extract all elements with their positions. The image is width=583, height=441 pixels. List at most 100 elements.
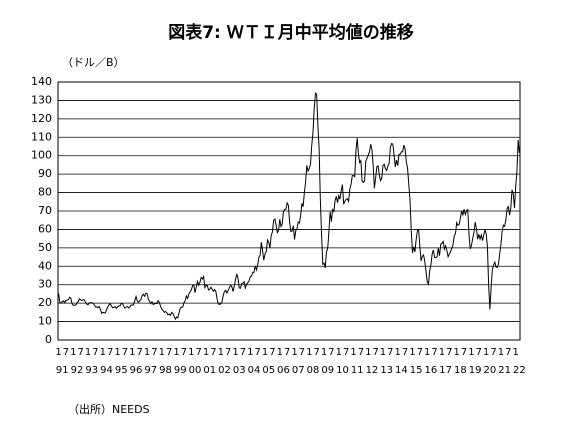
y-tick-label: 50 bbox=[38, 241, 52, 254]
y-unit-label: （ドル／B） bbox=[62, 56, 125, 69]
x-year-label: 15 bbox=[410, 365, 423, 376]
y-tick-label: 120 bbox=[31, 112, 52, 125]
y-tick-label: 40 bbox=[38, 259, 52, 272]
y-tick-label: 90 bbox=[38, 167, 52, 180]
y-tick-label: 0 bbox=[45, 333, 52, 346]
x-year-label: 10 bbox=[336, 365, 349, 376]
x-year-label: 92 bbox=[71, 365, 84, 376]
x-tick-label: 7 bbox=[225, 347, 231, 358]
x-tick-label: 7 bbox=[328, 347, 334, 358]
x-tick-label: 1 bbox=[291, 347, 297, 358]
x-tick-label: 1 bbox=[188, 347, 194, 358]
source: （出所）NEEDS bbox=[68, 402, 150, 416]
x-tick-label: 7 bbox=[107, 347, 113, 358]
x-year-label: 19 bbox=[469, 365, 482, 376]
x-tick-label: 1 bbox=[262, 347, 268, 358]
x-year-label: 21 bbox=[498, 365, 511, 376]
x-year-label: 17 bbox=[439, 365, 452, 376]
x-tick-label: 1 bbox=[100, 347, 106, 358]
x-year-label: 01 bbox=[203, 365, 216, 376]
x-tick-label: 7 bbox=[269, 347, 275, 358]
x-tick-label: 1 bbox=[277, 347, 283, 358]
x-tick-label: 1 bbox=[114, 347, 120, 358]
x-year-label: 95 bbox=[115, 365, 128, 376]
y-tick-label: 30 bbox=[38, 278, 52, 291]
chart-title: 図表7: ＷＴＩ月中平均値の推移 bbox=[168, 22, 414, 43]
x-year-label: 08 bbox=[307, 365, 320, 376]
x-tick-label: 1 bbox=[513, 347, 519, 358]
x-tick-label: 7 bbox=[461, 347, 467, 358]
x-tick-label: 1 bbox=[498, 347, 504, 358]
x-tick-label: 1 bbox=[483, 347, 489, 358]
x-tick-label: 7 bbox=[402, 347, 408, 358]
x-tick-label: 7 bbox=[92, 347, 98, 358]
x-tick-label: 1 bbox=[395, 347, 401, 358]
plot-border bbox=[57, 81, 521, 341]
x-tick-label: 7 bbox=[358, 347, 364, 358]
x-tick-label: 7 bbox=[196, 347, 202, 358]
y-tick-label: 10 bbox=[38, 315, 52, 328]
x-tick-label: 1 bbox=[159, 347, 165, 358]
x-year-label: 12 bbox=[366, 365, 379, 376]
x-tick-label: 1 bbox=[409, 347, 415, 358]
x-year-label: 09 bbox=[321, 365, 334, 376]
y-tick-label: 60 bbox=[38, 222, 52, 235]
y-tick-label: 130 bbox=[31, 93, 52, 106]
x-tick-label: 7 bbox=[284, 347, 290, 358]
x-year-label: 99 bbox=[174, 365, 187, 376]
x-tick-label: 7 bbox=[313, 347, 319, 358]
x-tick-label: 1 bbox=[218, 347, 224, 358]
x-tick-label: 7 bbox=[166, 347, 172, 358]
x-tick-label: 7 bbox=[490, 347, 496, 358]
x-tick-label: 7 bbox=[417, 347, 423, 358]
x-year-label: 98 bbox=[159, 365, 172, 376]
x-tick-label: 7 bbox=[63, 347, 69, 358]
x-year-label: 03 bbox=[233, 365, 246, 376]
x-tick-label: 7 bbox=[446, 347, 452, 358]
x-tick-label: 7 bbox=[476, 347, 482, 358]
y-tick-label: 70 bbox=[38, 204, 52, 217]
x-year-label: 94 bbox=[100, 365, 113, 376]
x-tick-label: 7 bbox=[78, 347, 84, 358]
x-year-label: 16 bbox=[425, 365, 438, 376]
x-tick-label: 1 bbox=[203, 347, 209, 358]
x-year-label: 06 bbox=[277, 365, 290, 376]
x-year-label: 97 bbox=[144, 365, 157, 376]
y-tick-label: 140 bbox=[31, 75, 52, 88]
x-tick-label: 1 bbox=[55, 347, 61, 358]
x-tick-label: 7 bbox=[151, 347, 157, 358]
y-tick-label: 110 bbox=[31, 130, 52, 143]
x-tick-label: 7 bbox=[372, 347, 378, 358]
x-tick-label: 1 bbox=[232, 347, 238, 358]
x-tick-label: 7 bbox=[254, 347, 260, 358]
x-tick-label: 1 bbox=[424, 347, 430, 358]
x-tick-label: 1 bbox=[336, 347, 342, 358]
x-tick-label: 1 bbox=[173, 347, 179, 358]
x-tick-label: 7 bbox=[240, 347, 246, 358]
x-tick-label: 1 bbox=[70, 347, 76, 358]
x-tick-label: 1 bbox=[468, 347, 474, 358]
x-tick-label: 1 bbox=[247, 347, 253, 358]
x-tick-label: 1 bbox=[144, 347, 150, 358]
x-tick-label: 1 bbox=[454, 347, 460, 358]
x-tick-label: 7 bbox=[387, 347, 393, 358]
x-tick-label: 1 bbox=[365, 347, 371, 358]
price-line bbox=[58, 92, 520, 321]
x-year-label: 11 bbox=[351, 365, 364, 376]
x-tick-label: 1 bbox=[439, 347, 445, 358]
x-tick-label: 1 bbox=[350, 347, 356, 358]
y-tick-label: 20 bbox=[38, 296, 52, 309]
y-tick-label: 100 bbox=[31, 149, 52, 162]
x-tick-label: 1 bbox=[129, 347, 135, 358]
x-year-label: 18 bbox=[454, 365, 467, 376]
x-tick-label: 7 bbox=[210, 347, 216, 358]
x-tick-label: 7 bbox=[122, 347, 128, 358]
x-year-label: 13 bbox=[380, 365, 393, 376]
x-tick-label: 1 bbox=[321, 347, 327, 358]
x-tick-label: 7 bbox=[299, 347, 305, 358]
x-tick-label: 7 bbox=[343, 347, 349, 358]
x-year-label: 05 bbox=[262, 365, 275, 376]
x-year-label: 91 bbox=[56, 365, 69, 376]
